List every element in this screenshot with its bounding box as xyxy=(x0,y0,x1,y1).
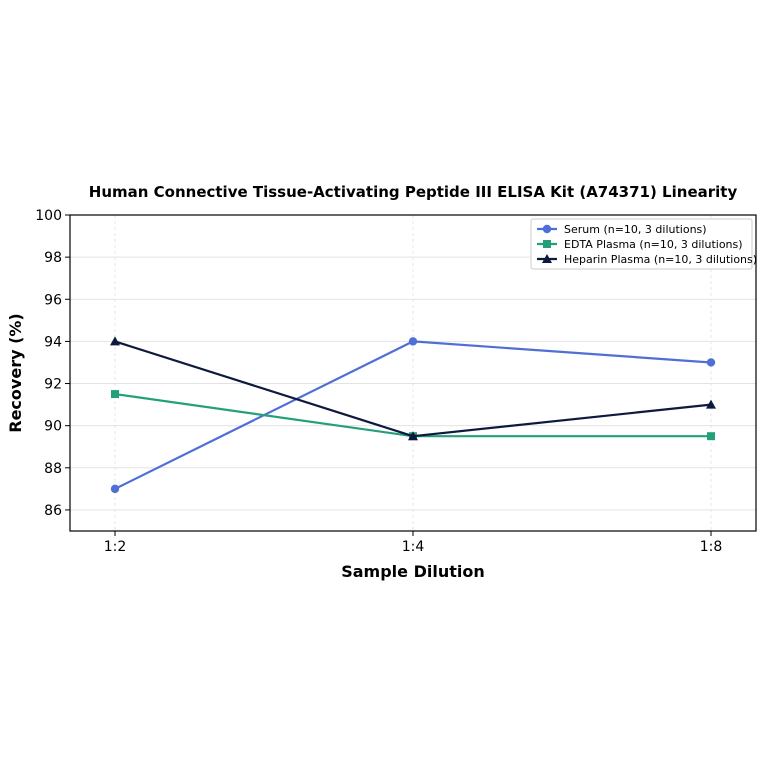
y-tick-label: 92 xyxy=(44,377,62,393)
data-point xyxy=(110,336,120,346)
series-triangle xyxy=(110,336,716,441)
series-circle xyxy=(110,337,716,494)
legend-label: Serum (n=10, 3 dilutions) xyxy=(564,223,707,236)
y-tick-label: 88 xyxy=(44,461,62,477)
data-point xyxy=(707,432,715,441)
x-axis-label: Sample Dilution xyxy=(341,562,485,581)
y-tick-label: 96 xyxy=(44,292,62,308)
x-tick-label: 1:4 xyxy=(402,539,425,555)
y-tick-label: 90 xyxy=(44,419,62,435)
data-point xyxy=(706,399,716,409)
legend-label: EDTA Plasma (n=10, 3 dilutions) xyxy=(564,238,743,251)
legend-marker xyxy=(542,254,552,263)
y-tick-label: 98 xyxy=(44,250,62,266)
data-point xyxy=(408,337,418,346)
legend-marker xyxy=(543,240,551,248)
y-tick-label: 86 xyxy=(44,503,62,519)
data-point xyxy=(111,390,119,399)
legend: Serum (n=10, 3 dilutions) EDTA Plasma (n=… xyxy=(530,218,757,270)
y-tick-label: 94 xyxy=(44,334,62,350)
data-point xyxy=(408,431,418,441)
legend-box xyxy=(530,218,753,270)
y-axis-label: Recovery (%) xyxy=(6,313,25,432)
data-point xyxy=(706,358,716,367)
legend-label: Heparin Plasma (n=10, 3 dilutions) xyxy=(564,253,757,266)
axis-layer: 86 88 90 92 94 96 98 100 1:2 1:4 1:8 xyxy=(35,208,722,555)
chart-title: Human Connective Tissue-Activating Pepti… xyxy=(89,183,738,201)
y-tick-label: 100 xyxy=(35,208,62,224)
legend-marker xyxy=(542,224,552,234)
x-tick-label: 1:8 xyxy=(700,539,723,555)
series-layer xyxy=(110,336,716,494)
x-tick-label: 1:2 xyxy=(104,539,127,555)
data-point xyxy=(110,484,120,494)
